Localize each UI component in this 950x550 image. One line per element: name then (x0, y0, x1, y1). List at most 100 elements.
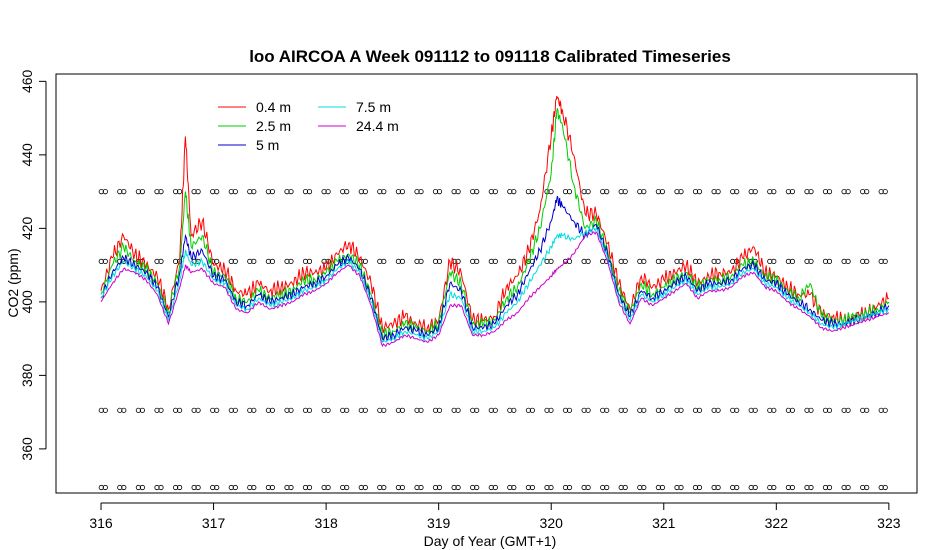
reference-point (860, 407, 866, 413)
x-tick-label: 319 (427, 515, 451, 531)
reference-point (711, 407, 717, 413)
reference-point (511, 407, 517, 413)
reference-point (525, 484, 532, 491)
reference-point (734, 407, 740, 413)
reference-point (362, 484, 368, 491)
reference-point (117, 407, 123, 413)
reference-point (748, 484, 754, 491)
reference-point (344, 484, 350, 491)
reference-point (826, 484, 833, 491)
reference-point (767, 258, 773, 264)
series-line-2-5-m (100, 108, 890, 342)
reference-point (381, 484, 387, 491)
reference-point (306, 189, 313, 195)
reference-point (581, 189, 587, 195)
reference-point (474, 189, 480, 195)
x-axis: 316 317 318 319 320 321 322 323 (89, 502, 901, 531)
reference-point (418, 189, 424, 195)
reference-point (344, 407, 350, 413)
reference-point (177, 484, 183, 491)
reference-point (804, 258, 810, 264)
chart-title: loo AIRCOA A Week 091112 to 091118 Calib… (249, 47, 731, 66)
reference-point (604, 407, 610, 413)
reference-point (637, 258, 643, 264)
reference-point (362, 407, 368, 413)
reference-point (674, 258, 680, 264)
reference-point (785, 484, 792, 491)
reference-point (544, 484, 550, 491)
reference-point (789, 258, 796, 264)
reference-point (822, 407, 829, 413)
reference-point (436, 258, 443, 264)
reference-point (232, 258, 238, 264)
reference-point (492, 484, 498, 491)
reference-point (878, 407, 884, 413)
reference-point (117, 484, 123, 491)
reference-point (566, 189, 573, 195)
reference-point (882, 189, 888, 195)
reference-point (381, 189, 387, 195)
reference-point (785, 407, 792, 413)
reference-point (804, 407, 810, 413)
reference-point (492, 407, 498, 413)
reference-point (641, 258, 647, 264)
x-tick-label: 320 (540, 515, 564, 531)
series-line-7-5-m (100, 225, 890, 344)
reference-point (269, 484, 275, 491)
reference-point (585, 189, 591, 195)
reference-point (696, 258, 703, 264)
reference-point (789, 189, 796, 195)
reference-point (529, 484, 536, 491)
reference-point (325, 189, 331, 195)
reference-point (232, 407, 238, 413)
y-tick-label: 380 (19, 363, 35, 387)
reference-point (418, 407, 424, 413)
x-tick-label: 318 (314, 515, 338, 531)
reference-point (659, 484, 666, 491)
reference-point (474, 407, 480, 413)
reference-point (864, 484, 870, 491)
reference-point (102, 258, 108, 264)
reference-point (544, 407, 550, 413)
reference-point (845, 484, 851, 491)
reference-point (585, 484, 591, 491)
reference-point (600, 258, 606, 264)
reference-point (436, 189, 443, 195)
reference-point (529, 407, 536, 413)
reference-point (325, 258, 331, 264)
reference-point (864, 407, 870, 413)
reference-point (674, 407, 680, 413)
reference-point (158, 407, 164, 413)
reference-point (562, 258, 569, 264)
y-tick-label: 420 (19, 216, 35, 240)
reference-point (121, 189, 127, 195)
y-tick-label: 440 (19, 143, 35, 167)
reference-point (637, 407, 643, 413)
reference-point (525, 189, 532, 195)
x-tick-label: 316 (89, 515, 113, 531)
reference-point (622, 484, 628, 491)
series-line-5-m (100, 195, 890, 343)
reference-point (344, 189, 350, 195)
reference-point (362, 189, 368, 195)
reference-point (511, 189, 517, 195)
plot-frame (55, 73, 918, 494)
reference-point (845, 258, 851, 264)
reference-point (767, 407, 773, 413)
reference-point (748, 407, 754, 413)
x-tick-label: 317 (202, 515, 226, 531)
reference-point (808, 189, 814, 195)
reference-point (195, 189, 201, 195)
reference-point (785, 189, 792, 195)
reference-point (845, 407, 851, 413)
reference-point (436, 407, 443, 413)
reference-point (566, 407, 573, 413)
reference-point (841, 189, 847, 195)
reference-point (600, 484, 606, 491)
reference-point (864, 189, 870, 195)
reference-point (678, 407, 684, 413)
reference-point (678, 189, 684, 195)
reference-point (860, 258, 866, 264)
reference-point (659, 407, 666, 413)
legend-label: 24.4 m (356, 118, 399, 134)
